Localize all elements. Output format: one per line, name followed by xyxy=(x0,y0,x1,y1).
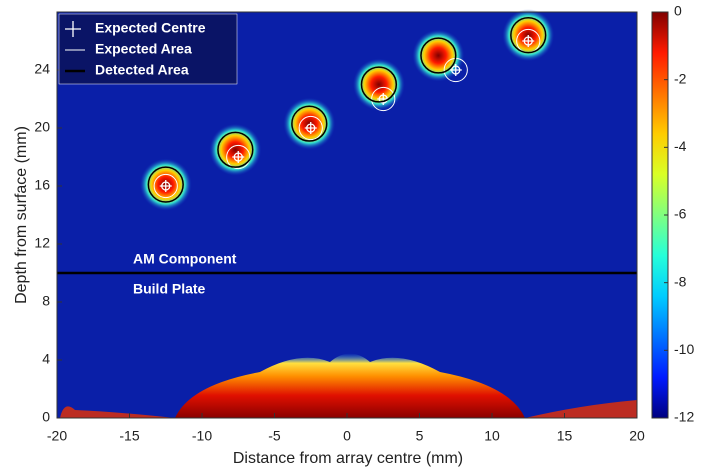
legend-label: Expected Area xyxy=(95,41,192,57)
y-tick-label: 16 xyxy=(34,177,50,193)
x-tick-label: 5 xyxy=(416,428,424,444)
x-tick-label: -5 xyxy=(268,428,281,444)
x-tick-label: 20 xyxy=(629,428,645,444)
y-tick-label: 0 xyxy=(42,409,50,425)
x-tick-label: 0 xyxy=(343,428,351,444)
legend-label: Expected Centre xyxy=(95,20,206,36)
x-tick-label: 10 xyxy=(484,428,500,444)
chart: Distance from array centre (mm) Depth fr… xyxy=(0,0,714,470)
colorbar-tick-label: -8 xyxy=(674,273,687,289)
x-tick-label: -15 xyxy=(119,428,139,444)
y-tick-label: 12 xyxy=(34,235,50,251)
x-axis-label: Distance from array centre (mm) xyxy=(233,450,463,467)
x-tick-label: -10 xyxy=(192,428,212,444)
colorbar-tick-label: -12 xyxy=(674,409,694,425)
colorbar-tick-label: -10 xyxy=(674,341,694,357)
hotspot xyxy=(353,59,405,111)
colorbar-tick-label: -2 xyxy=(674,70,687,86)
x-tick-label: 15 xyxy=(557,428,573,444)
y-tick-label: 8 xyxy=(42,293,50,309)
colorbar-tick-label: -4 xyxy=(674,138,687,154)
colorbar-tick-label: 0 xyxy=(674,3,682,19)
annotation: Build Plate xyxy=(133,281,206,297)
y-tick-label: 24 xyxy=(34,61,50,77)
y-tick-label: 20 xyxy=(34,119,50,135)
x-tick-label: -20 xyxy=(47,428,67,444)
legend-label: Detected Area xyxy=(95,62,189,78)
y-tick-label: 4 xyxy=(42,351,50,367)
annotation: AM Component xyxy=(133,251,237,267)
y-axis-label: Depth from surface (mm) xyxy=(13,126,30,304)
colorbar-tick-label: -6 xyxy=(674,206,687,222)
